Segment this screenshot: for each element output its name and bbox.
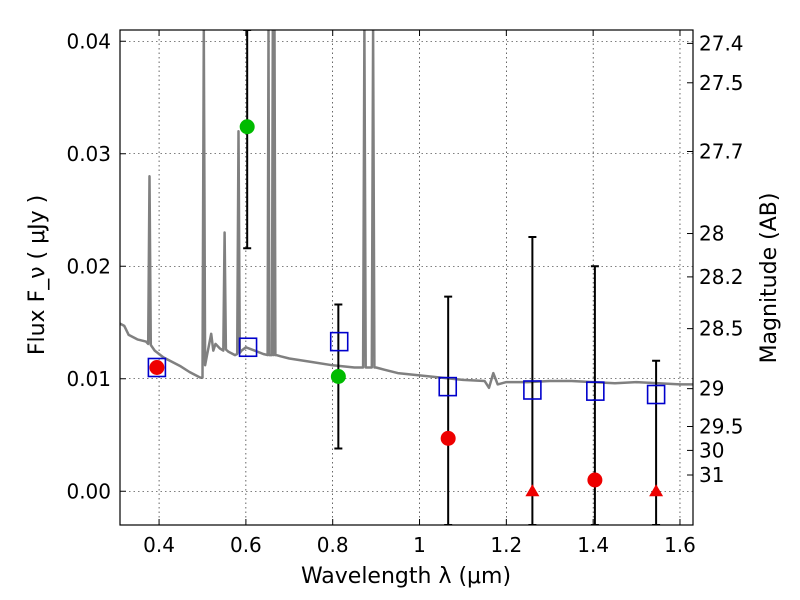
mag-tick-label: 28.2 bbox=[699, 265, 744, 289]
mag-tick-label: 31 bbox=[699, 463, 724, 487]
spectrum-line bbox=[120, 30, 693, 390]
mag-tick-label: 29 bbox=[699, 377, 724, 401]
mag-tick-label: 28.5 bbox=[699, 317, 744, 341]
x-tick-label: 0.6 bbox=[230, 533, 262, 557]
y-tick-label: 0.01 bbox=[66, 367, 111, 391]
mag-tick-label: 30 bbox=[699, 438, 724, 462]
spectrum-layer bbox=[120, 30, 693, 390]
model-box bbox=[523, 380, 542, 400]
model-box bbox=[646, 384, 666, 405]
observed-point bbox=[239, 119, 255, 135]
model-box bbox=[329, 331, 349, 352]
x-tick-label: 1 bbox=[413, 533, 426, 557]
mag-tick-label: 27.5 bbox=[699, 71, 744, 95]
tick-labels: 0.4 0.6 0.8 1 1.2 1.4 1.6 0.00 0.01 0.02 0.03 0.04 2… bbox=[66, 29, 743, 557]
y-axis-title: Flux F_ν ( μJy ) bbox=[25, 195, 50, 355]
observed-point bbox=[587, 472, 603, 488]
x-tick-label: 1.6 bbox=[664, 533, 696, 557]
upper-limit-triangle bbox=[525, 484, 540, 497]
x-tick-label: 0.4 bbox=[143, 533, 175, 557]
model-box bbox=[586, 381, 605, 401]
mag-tick-label: 28 bbox=[699, 222, 724, 246]
x-tick-label: 1.4 bbox=[577, 533, 609, 557]
mag-tick-label: 29.5 bbox=[699, 415, 744, 439]
y-tick-label: 0.03 bbox=[66, 142, 111, 166]
model-box bbox=[147, 357, 167, 378]
observed-point bbox=[149, 360, 165, 375]
model-box-layer bbox=[147, 331, 666, 405]
axis-ticks bbox=[120, 30, 693, 525]
grid-lines bbox=[120, 30, 693, 525]
mag-tick-label: 27.7 bbox=[699, 140, 744, 164]
x-tick-label: 1.2 bbox=[490, 533, 522, 557]
plot-area bbox=[120, 30, 693, 525]
observed-point bbox=[330, 369, 346, 384]
plot-frame bbox=[119, 29, 694, 526]
model-box bbox=[438, 376, 458, 397]
y-tick-label: 0.02 bbox=[66, 254, 111, 278]
y2-axis-title: Magnitude (AB) bbox=[757, 193, 782, 364]
y-tick-label: 0.04 bbox=[66, 29, 111, 53]
x-tick-label: 0.8 bbox=[317, 533, 349, 557]
observed-point bbox=[440, 430, 456, 446]
model-box bbox=[238, 337, 258, 358]
mag-tick-label: 27.4 bbox=[699, 31, 744, 55]
observed-point-layer bbox=[149, 119, 664, 497]
y-tick-label: 0.00 bbox=[66, 479, 111, 503]
x-axis-title: Wavelength λ (μm) bbox=[301, 564, 511, 589]
upper-limit-triangle bbox=[649, 484, 664, 497]
